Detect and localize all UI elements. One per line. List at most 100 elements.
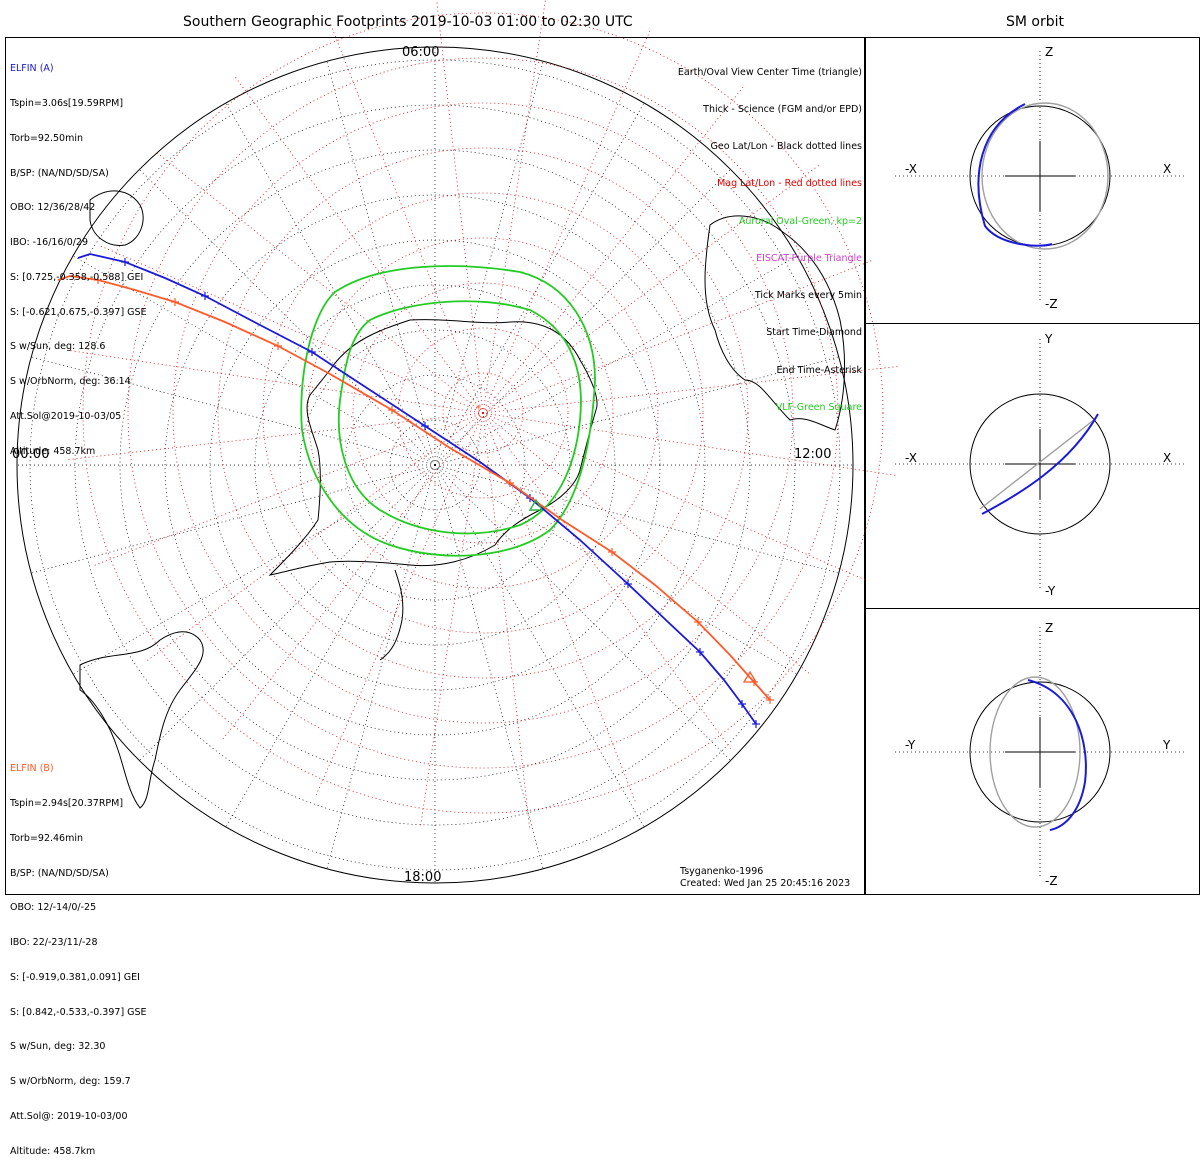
legend-entry: End Time-Asterisk [776, 364, 862, 376]
australia-coastline [704, 215, 846, 431]
orbit-xy-earth [969, 393, 1111, 535]
elfin-b-line: Altitude: 458.7km [10, 1145, 96, 1157]
mag-meridian [482, 412, 637, 805]
elfin-a-line: IBO: -16/16/0/29 [10, 237, 89, 249]
legend-entry: Tick Marks every 5min [754, 290, 862, 302]
elfin-a-line: S: [-0.621,0.675,-0.397] GSE [10, 306, 147, 318]
footer-model: Tsyganenko-1996 [680, 866, 764, 877]
geo-meridian [31, 356, 436, 466]
geo-meridian [434, 464, 839, 574]
orbit-yz-orbit-b [989, 676, 1081, 828]
footprint-map: * [16, 0, 1185, 884]
mag-lat-circle [442, 372, 524, 454]
legend-entry: Start Time-Diamond [766, 327, 862, 339]
peninsula-coastline [379, 569, 404, 661]
south-america-coastline [79, 631, 204, 809]
legend-entry: VLF-Green Square [775, 401, 862, 413]
mlt-label-left: 00:00 [12, 447, 50, 462]
elfin-a-line: S w/OrbNorm, deg: 36.14 [10, 376, 131, 388]
globe-outline [16, 46, 854, 884]
elfin-b-line: S: [0.842,-0.533,-0.397] GSE [10, 1006, 147, 1018]
geo-meridian [139, 464, 436, 761]
coastlines [79, 190, 846, 809]
mag-meridian [482, 412, 531, 831]
geo-meridian [225, 464, 436, 828]
elfin-a-track-line [77, 253, 757, 725]
mag-lat-circle [82, 12, 884, 814]
orbit-yz-bottom-label: -Z [1045, 874, 1058, 888]
geo-meridian [139, 169, 436, 466]
mag-latlon-grid [65, 0, 901, 831]
mlt-label-top: 06:00 [402, 45, 440, 60]
mag-meridian [482, 412, 733, 752]
geo-lat-circle [164, 194, 706, 736]
orbit-xz-orbit-b [981, 102, 1109, 250]
geo-meridian [434, 464, 798, 675]
orbit-yz-top-label: Z [1045, 621, 1054, 635]
vlf-marker [528, 498, 544, 511]
legend-entry: Earth/Oval View Center Time (triangle) [677, 66, 862, 78]
sm-orbit-plots [895, 51, 1185, 877]
elfin-b-center-triangle [742, 670, 758, 683]
elfin-b-line: Torb=92.46min [10, 832, 84, 844]
mag-meridian [91, 412, 484, 567]
legend-entry: Auroral Oval-Green, kp=2 [738, 215, 862, 227]
elfin-b-name: ELFIN (B) [10, 763, 54, 775]
elfin-a-line: Torb=92.50min [10, 132, 84, 144]
elfin-b-info: ELFIN (B) Tspin=2.94s[20.37RPM] Torb=92.… [10, 740, 147, 1169]
mag-lat-circle [262, 192, 704, 634]
mag-lat-circle [397, 327, 569, 499]
orbit-xy-right-label: X [1163, 451, 1172, 465]
auroral-oval-outer [300, 265, 596, 557]
orbit-xz [895, 51, 1185, 301]
orbit-xy-bottom-label: -Y [1045, 584, 1056, 598]
geo-meridian [434, 169, 731, 466]
elfin-a-line: S w/Sun, deg: 128.6 [10, 341, 106, 353]
elfin-a-info: ELFIN (A) Tspin=3.06s[19.59RPM] Torb=92.… [10, 40, 147, 469]
mag-meridian [482, 412, 869, 582]
auroral-oval [300, 265, 596, 557]
orbit-yz-right-label: Y [1163, 738, 1171, 752]
orbit-xz-orbit-a [977, 103, 1053, 247]
mag-meridian [419, 412, 484, 829]
mag-lat-circle [172, 102, 794, 724]
orbit-xy-left-label: -X [905, 451, 917, 465]
orbit-xy [895, 339, 1185, 589]
elfin-a-track [77, 253, 760, 728]
elfin-a-line: S: [0.725,-0.358,-0.588] GEI [10, 271, 144, 283]
legend-entry: Geo Lat/Lon - Black dotted lines [710, 141, 862, 153]
orbit-yz [895, 627, 1185, 877]
orbit-title: SM orbit [1006, 14, 1065, 30]
orbit-yz-left-label: -Y [905, 738, 916, 752]
mlt-label-bottom: 18:00 [404, 870, 442, 885]
elfin-b-line: Tspin=2.94s[20.37RPM] [10, 797, 124, 809]
geo-meridian [434, 255, 798, 466]
elfin-a-line: Att.Sol@2019-10-03/05 [10, 411, 122, 422]
geo-meridian [72, 255, 436, 466]
orbit-xy-orbit-a [981, 413, 1099, 515]
mag-meridian [482, 27, 652, 414]
geo-meridian [434, 464, 544, 869]
mlt-label-right: 12:00 [794, 447, 832, 462]
elfin-b-track [57, 275, 774, 704]
orbit-yz-earth [969, 681, 1111, 823]
elfin-b-line: B/SP: (NA/ND/SD/SA) [10, 867, 109, 879]
footer-created: Created: Wed Jan 25 20:45:16 2023 [680, 878, 851, 889]
orbit-xz-top-label: Z [1045, 45, 1054, 59]
elfin-b-line: S w/OrbNorm, deg: 159.7 [10, 1076, 131, 1088]
elfin-a-line: Tspin=3.06s[19.59RPM] [10, 97, 124, 109]
map-legend: Earth/Oval View Center Time (triangle) T… [678, 42, 862, 427]
mag-meridian [233, 74, 484, 414]
elfin-b-line: Att.Sol@: 2019-10-03/00 [10, 1111, 128, 1122]
mag-lat-circle [217, 147, 749, 679]
mag-meridian [97, 244, 484, 414]
orbit-xz-left-label: -X [905, 162, 917, 176]
orbit-xy-orbit-b [979, 418, 1096, 510]
elfin-b-line: S w/Sun, deg: 32.30 [10, 1041, 106, 1053]
elfin-b-line: IBO: 22/-23/11/-28 [10, 937, 98, 949]
auroral-oval-inner [337, 300, 582, 535]
geo-meridian [326, 61, 436, 466]
orbit-xy-top-label: Y [1045, 332, 1053, 346]
geo-meridian [434, 61, 544, 466]
geo-lat-circle [344, 374, 526, 556]
